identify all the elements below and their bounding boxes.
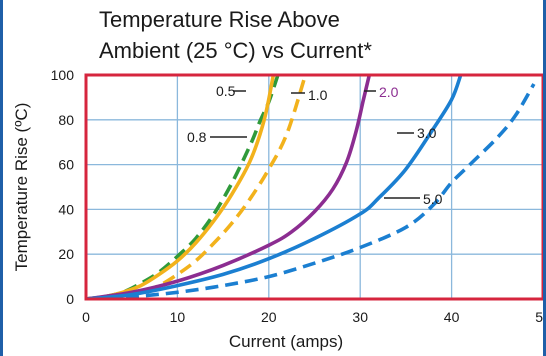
series-line-1-0	[86, 74, 308, 299]
x-axis-title: Current (amps)	[229, 332, 343, 351]
x-tick-label-50: 50	[535, 309, 543, 325]
x-tick-label-0: 0	[82, 309, 90, 325]
series-line-0-5	[86, 74, 280, 299]
plot-border	[84, 73, 543, 301]
chart-canvas: Temperature Rise Above Ambient (25 °C) v…	[12, 7, 543, 351]
chart-title-line-1: Temperature Rise Above	[99, 7, 340, 32]
series-line-3-0	[86, 74, 463, 299]
y-axis-title: Temperature Rise (ºC)	[12, 103, 31, 272]
y-tick-label-100: 100	[51, 67, 75, 83]
grid	[86, 75, 543, 299]
curve-labels: 0.5 0.8 1.0 2.0 3.0 5.0	[187, 83, 443, 207]
series-line-2-0	[86, 74, 372, 299]
y-tick-label-60: 60	[58, 157, 74, 173]
x-tick-label-10: 10	[170, 309, 186, 325]
curve-label-2-0: 2.0	[379, 84, 399, 100]
series-lines	[86, 74, 536, 299]
x-tick-label-20: 20	[261, 309, 277, 325]
tick-labels: 0 10 20 30 40 50 0 20 40 60 80 100	[51, 67, 543, 325]
y-tick-label-20: 20	[58, 246, 74, 262]
series-line-5-0	[86, 83, 536, 299]
x-tick-label-40: 40	[444, 309, 460, 325]
curve-label-3-0: 3.0	[417, 125, 437, 141]
chart-title-line-2: Ambient (25 °C) vs Current*	[99, 38, 372, 63]
curve-label-0-8: 0.8	[187, 129, 207, 145]
curve-label-1-0: 1.0	[308, 87, 328, 103]
y-tick-label-80: 80	[58, 112, 74, 128]
curve-label-0-5: 0.5	[216, 83, 236, 99]
y-tick-label-0: 0	[66, 291, 74, 307]
series-line-0-8	[86, 74, 276, 299]
curve-label-5-0: 5.0	[423, 191, 443, 207]
y-tick-label-40: 40	[58, 201, 74, 217]
x-tick-label-30: 30	[352, 309, 368, 325]
